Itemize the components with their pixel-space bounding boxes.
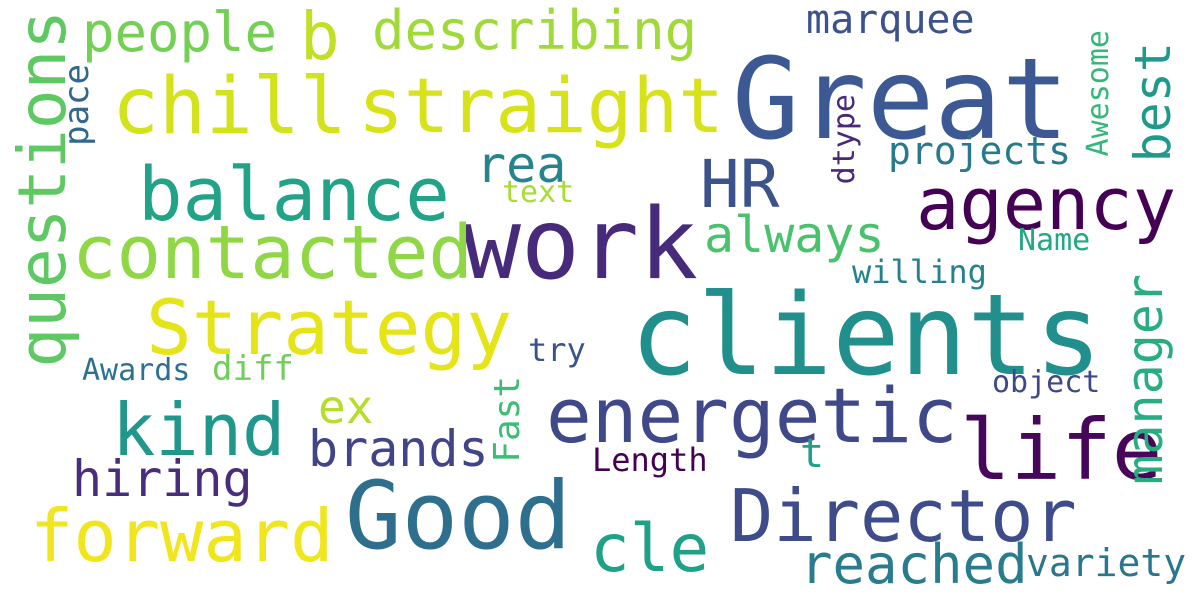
word-strategy: Strategy [146, 283, 513, 372]
word-life: life [960, 401, 1163, 499]
word-pace: pace [57, 64, 97, 146]
word-best: best [1124, 42, 1182, 163]
word-clients: clients [630, 271, 1103, 401]
word-kind: kind [112, 388, 286, 472]
word-hiring: hiring [72, 450, 253, 508]
word-brands: brands [308, 420, 489, 478]
word-object: object [992, 365, 1101, 400]
word-reached: reached [800, 533, 1028, 596]
word-b: b [300, 0, 340, 75]
word-balance: balance [138, 152, 450, 238]
word-rea: rea [476, 136, 567, 194]
word-name: Name [1018, 223, 1091, 258]
word-variety: variety [1026, 541, 1187, 585]
word-text: text [502, 175, 575, 210]
word-ex: ex [318, 380, 374, 434]
word-manager: manager [1116, 274, 1174, 485]
word-awesome: Awesome [1081, 30, 1116, 157]
word-describing: describing [372, 0, 698, 62]
word-projects: projects [888, 129, 1072, 173]
word-always: always [704, 206, 885, 264]
word-hr: HR [700, 146, 780, 223]
word-diff: diff [212, 349, 294, 389]
word-straight: straight [358, 61, 725, 150]
word-fast: Fast [487, 376, 528, 463]
word-chill: chill [112, 62, 347, 152]
word-people: people [82, 1, 278, 64]
word-willing: willing [852, 253, 987, 291]
word-director: Director [730, 474, 1077, 558]
word-energetic: energetic [546, 371, 958, 460]
word-good: Good [345, 462, 572, 571]
word-length: Length [592, 441, 708, 479]
word-dtype: dtype [827, 94, 862, 185]
word-awards: Awards [82, 353, 191, 388]
word-great: Great [732, 35, 1070, 165]
word-contacted: contacted [72, 210, 473, 296]
word-work: work [462, 188, 699, 302]
word-try: try [528, 331, 586, 369]
word-t: t [800, 431, 825, 477]
word-marquee: marquee [806, 0, 975, 43]
word-forward: forward [30, 494, 334, 578]
word-cle: cle [590, 510, 710, 587]
word-agency: agency [916, 162, 1177, 246]
